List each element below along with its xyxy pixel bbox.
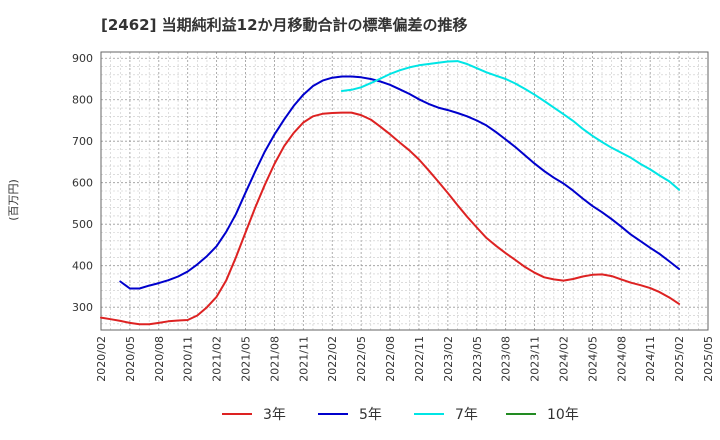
x-tick-label: 2020/08 bbox=[153, 336, 166, 382]
legend: 3年 5年 7年 10年 bbox=[222, 407, 579, 423]
x-tick-labels: 2020/02 2020/05 2020/08 2020/11 2021/02 2021/… bbox=[95, 336, 715, 382]
legend-label: 5年 bbox=[359, 407, 382, 423]
legend-label: 7年 bbox=[455, 407, 478, 423]
x-tick-label: 2023/05 bbox=[471, 336, 484, 382]
legend-label: 10年 bbox=[547, 407, 579, 423]
x-tick-label: 2023/08 bbox=[500, 336, 513, 382]
x-tick-label: 2024/08 bbox=[615, 336, 628, 382]
x-tick-label: 2021/02 bbox=[211, 336, 224, 382]
y-tick-label: 400 bbox=[72, 260, 93, 273]
x-tick-label: 2022/05 bbox=[355, 336, 368, 382]
plot-frame bbox=[100, 51, 709, 331]
x-tick-label: 2021/05 bbox=[240, 336, 253, 382]
x-tick-label: 2025/02 bbox=[673, 336, 686, 382]
series-line bbox=[119, 75, 681, 290]
series-lines bbox=[100, 60, 681, 326]
axes bbox=[100, 51, 709, 331]
gridlines bbox=[100, 52, 709, 330]
x-tick-label: 2025/05 bbox=[702, 336, 715, 382]
y-tick-label: 300 bbox=[72, 301, 93, 314]
y-tick-label: 500 bbox=[72, 218, 93, 231]
y-tick-label: 800 bbox=[72, 94, 93, 107]
x-tick-label: 2024/11 bbox=[644, 336, 657, 382]
x-tick-label: 2021/11 bbox=[297, 336, 310, 382]
x-tick-label: 2021/08 bbox=[268, 336, 281, 382]
y-tick-labels: 300 400 500 600 700 800 900 bbox=[72, 52, 93, 314]
x-tick-label: 2024/02 bbox=[557, 336, 570, 382]
x-tick-label: 2024/05 bbox=[586, 336, 599, 382]
chart-title: [2462] 当期純利益12か月移動合計の標準偏差の推移 bbox=[101, 16, 468, 34]
x-tick-label: 2022/02 bbox=[326, 336, 339, 382]
x-tick-label: 2023/02 bbox=[442, 336, 455, 382]
x-tick-label: 2022/08 bbox=[384, 336, 397, 382]
series-line bbox=[340, 60, 681, 191]
y-tick-label: 900 bbox=[72, 52, 93, 65]
y-axis-label: (百万円) bbox=[7, 179, 20, 221]
legend-label: 3年 bbox=[263, 407, 286, 423]
series-line bbox=[100, 111, 681, 326]
x-tick-label: 2020/11 bbox=[182, 336, 195, 382]
x-tick-label: 2020/02 bbox=[95, 336, 108, 382]
y-tick-label: 600 bbox=[72, 177, 93, 190]
x-tick-label: 2020/05 bbox=[124, 336, 137, 382]
x-tick-label: 2022/11 bbox=[413, 336, 426, 382]
x-tick-label: 2023/11 bbox=[529, 336, 542, 382]
y-tick-label: 700 bbox=[72, 135, 93, 148]
